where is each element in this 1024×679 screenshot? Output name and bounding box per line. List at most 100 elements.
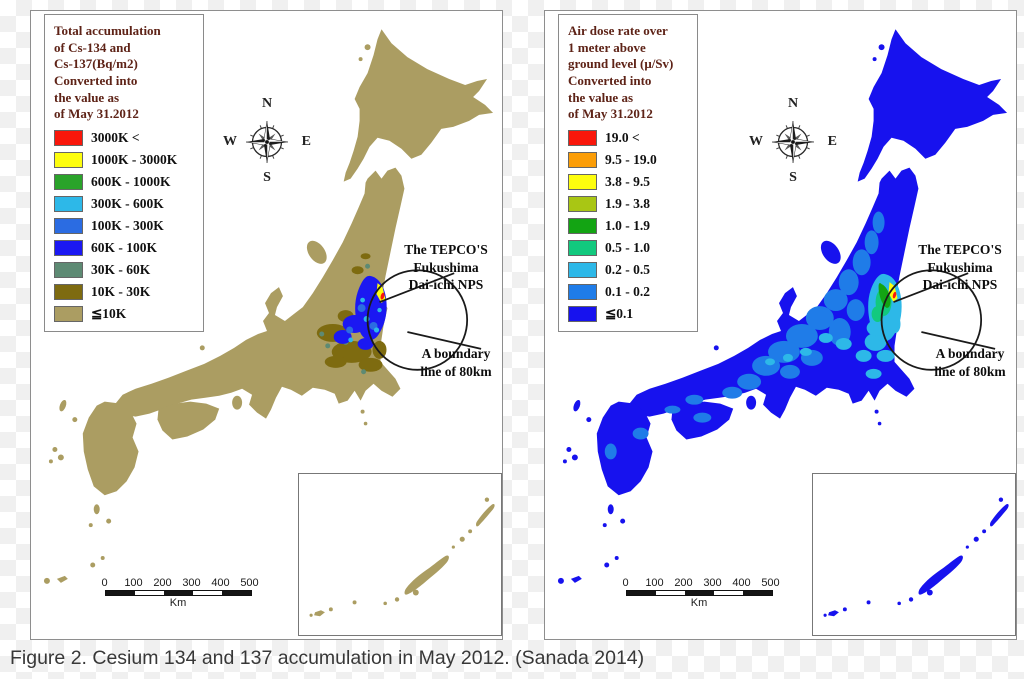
scale-tick: 200 — [674, 577, 693, 589]
legend-swatch — [568, 217, 597, 234]
boundary-leader-line — [407, 331, 482, 350]
compass-south-label: S — [263, 170, 271, 185]
legend-row: 0.1 - 0.2 — [568, 283, 688, 300]
legend-label: 3.8 - 9.5 — [605, 174, 650, 189]
boundary-leader-line — [921, 331, 996, 350]
scale-bar-labels: 0 100 200 300 400 500 — [90, 577, 264, 589]
boundary-circle-and-leaders — [366, 269, 482, 371]
compass-rose: N W E S — [749, 96, 837, 185]
legend-title: Air dose rate over 1 meter above ground … — [568, 23, 674, 122]
legend-swatch — [568, 261, 597, 278]
boundary-circle-and-leaders — [880, 269, 996, 371]
legend-label: 0.2 - 0.5 — [605, 262, 650, 277]
cs-contamination-overlay — [316, 253, 387, 375]
scale-bar-unit: Km — [169, 597, 187, 609]
legend-label: 60K - 100K — [91, 240, 157, 255]
legend-swatch — [54, 151, 83, 168]
figure-caption: Figure 2. Cesium 134 and 137 accumulatio… — [10, 647, 645, 669]
legend-label: 0.5 - 1.0 — [605, 240, 650, 255]
compass-west-label: W — [749, 134, 763, 149]
compass-west-label: W — [223, 134, 237, 149]
scale-bar: 0 100 200 300 400 500 Km — [611, 577, 785, 609]
legend-label: 3000K < — [91, 130, 140, 145]
legend-label: 100K - 300K — [91, 218, 164, 233]
legend-swatch — [568, 305, 597, 322]
japan-map-dose — [557, 29, 1008, 584]
legend-row: 60K - 100K — [54, 239, 194, 256]
legend-swatch — [54, 305, 83, 322]
legend-swatch — [568, 129, 597, 146]
scale-bar: 0 100 200 300 400 500 Km — [90, 577, 264, 609]
legend-row: 1000K - 3000K — [54, 151, 194, 168]
scale-tick: 0 — [622, 577, 629, 589]
scale-tick: 100 — [124, 577, 143, 589]
legend-label: ≦0.1 — [605, 306, 634, 321]
legend-label: 300K - 600K — [91, 196, 164, 211]
legend-label: 1.0 - 1.9 — [605, 218, 650, 233]
boundary-80km-circle — [366, 269, 469, 371]
nps-annotation: The TEPCO'S Fukushima Dai-ichi NPS — [918, 242, 1002, 293]
compass-south-label: S — [789, 170, 797, 185]
legend-row: 0.2 - 0.5 — [568, 261, 688, 278]
scale-tick: 200 — [153, 577, 172, 589]
legend-row: ≦10K — [54, 305, 194, 322]
dose-contamination-overlay — [604, 211, 902, 460]
map-panel-cs-accumulation: Total accumulation of Cs-134 and Cs-137(… — [30, 10, 503, 640]
legend-title: Total accumulation of Cs-134 and Cs-137(… — [54, 23, 161, 122]
compass-star-icon — [771, 120, 815, 164]
scale-tick: 300 — [703, 577, 722, 589]
legend-swatch — [54, 261, 83, 278]
scale-tick: 300 — [182, 577, 201, 589]
japan-map-cs — [43, 29, 494, 584]
scale-tick: 100 — [645, 577, 664, 589]
legend-label: 10K - 30K — [91, 284, 151, 299]
legend-swatch — [568, 195, 597, 212]
legend-label: 9.5 - 19.0 — [605, 152, 657, 167]
scale-bar-labels: 0 100 200 300 400 500 — [611, 577, 785, 589]
legend-row: 10K - 30K — [54, 283, 194, 300]
compass-north-label: N — [261, 96, 273, 111]
compass-north-label: N — [787, 96, 799, 111]
legend-label: 19.0 < — [605, 130, 640, 145]
legend-swatch — [568, 173, 597, 190]
legend-label: 1.9 - 3.8 — [605, 196, 650, 211]
compass-star-icon — [245, 120, 289, 164]
legend-swatch — [54, 217, 83, 234]
legend-row: 100K - 300K — [54, 217, 194, 234]
scale-tick: 400 — [211, 577, 230, 589]
compass-east-label: E — [301, 134, 311, 149]
scale-bar-segments — [625, 590, 773, 596]
legend-row: ≦0.1 — [568, 305, 688, 322]
map-panel-air-dose: Air dose rate over 1 meter above ground … — [544, 10, 1017, 640]
okinawa-inset — [298, 473, 502, 636]
legend-row: 3000K < — [54, 129, 194, 146]
legend-row: 3.8 - 9.5 — [568, 173, 688, 190]
legend-row: 1.9 - 3.8 — [568, 195, 688, 212]
boundary-80km-circle — [880, 269, 983, 371]
boundary-annotation: A boundary line of 80km — [934, 346, 1006, 379]
compass-east-label: E — [827, 134, 837, 149]
legend-cs: Total accumulation of Cs-134 and Cs-137(… — [44, 14, 204, 332]
okinawa-inset-map — [309, 497, 495, 617]
okinawa-inset — [812, 473, 1016, 636]
compass-rose: N W E S — [223, 96, 311, 185]
legend-swatch — [568, 239, 597, 256]
scale-tick: 500 — [761, 577, 780, 589]
legend-swatch — [54, 129, 83, 146]
legend-row: 300K - 600K — [54, 195, 194, 212]
legend-swatch — [54, 195, 83, 212]
nps-annotation: The TEPCO'S Fukushima Dai-ichi NPS — [404, 242, 488, 293]
scale-tick: 400 — [732, 577, 751, 589]
legend-swatch — [54, 239, 83, 256]
legend-row: 19.0 < — [568, 129, 688, 146]
legend-row: 9.5 - 19.0 — [568, 151, 688, 168]
legend-label: ≦10K — [91, 306, 127, 321]
legend-swatch — [568, 151, 597, 168]
legend-dose: Air dose rate over 1 meter above ground … — [558, 14, 698, 332]
scale-bar-segments — [104, 590, 252, 596]
nps-leader-line — [893, 272, 969, 303]
legend-swatch — [54, 173, 83, 190]
legend-label: 0.1 - 0.2 — [605, 284, 650, 299]
legend-row: 600K - 1000K — [54, 173, 194, 190]
